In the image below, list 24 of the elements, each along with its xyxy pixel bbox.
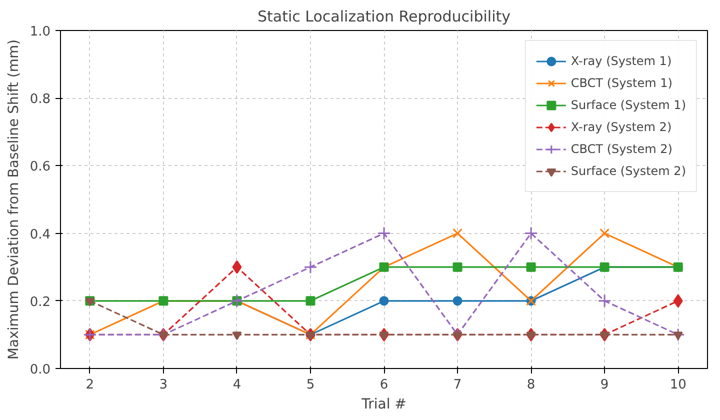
legend-label: Surface (System 2) bbox=[570, 164, 686, 178]
x-tick-label: 7 bbox=[453, 378, 462, 392]
chart-title: Static Localization Reproducibility bbox=[257, 8, 511, 26]
legend-label: CBCT (System 1) bbox=[570, 76, 672, 90]
y-axis-title: Maximum Deviation from Baseline Shift (mm) bbox=[6, 39, 22, 360]
x-tick-label: 10 bbox=[670, 378, 686, 392]
x-tick-label: 8 bbox=[526, 378, 536, 392]
x-tick-label: 9 bbox=[600, 378, 609, 392]
x-tick-label: 3 bbox=[159, 378, 168, 392]
legend-label: X-ray (System 2) bbox=[570, 120, 672, 134]
legend-label: Surface (System 1) bbox=[570, 98, 686, 112]
x-tick-label: 6 bbox=[380, 378, 388, 392]
x-tick-label: 4 bbox=[232, 378, 242, 392]
x-tick-label: 5 bbox=[306, 378, 315, 392]
y-tick-label: 0.2 bbox=[30, 294, 51, 310]
legend-label: X-ray (System 1) bbox=[570, 54, 672, 68]
y-tick-label: 0.4 bbox=[30, 227, 51, 242]
y-tick-label: 0.8 bbox=[30, 92, 51, 108]
y-tick-label: 0.0 bbox=[30, 362, 51, 378]
y-tick-label: 1.0 bbox=[30, 24, 51, 40]
x-tick-label: 2 bbox=[86, 378, 94, 392]
x-axis-title: Trial # bbox=[360, 396, 406, 412]
y-tick-label: 0.6 bbox=[30, 160, 51, 175]
legend-label: CBCT (System 2) bbox=[570, 142, 672, 156]
